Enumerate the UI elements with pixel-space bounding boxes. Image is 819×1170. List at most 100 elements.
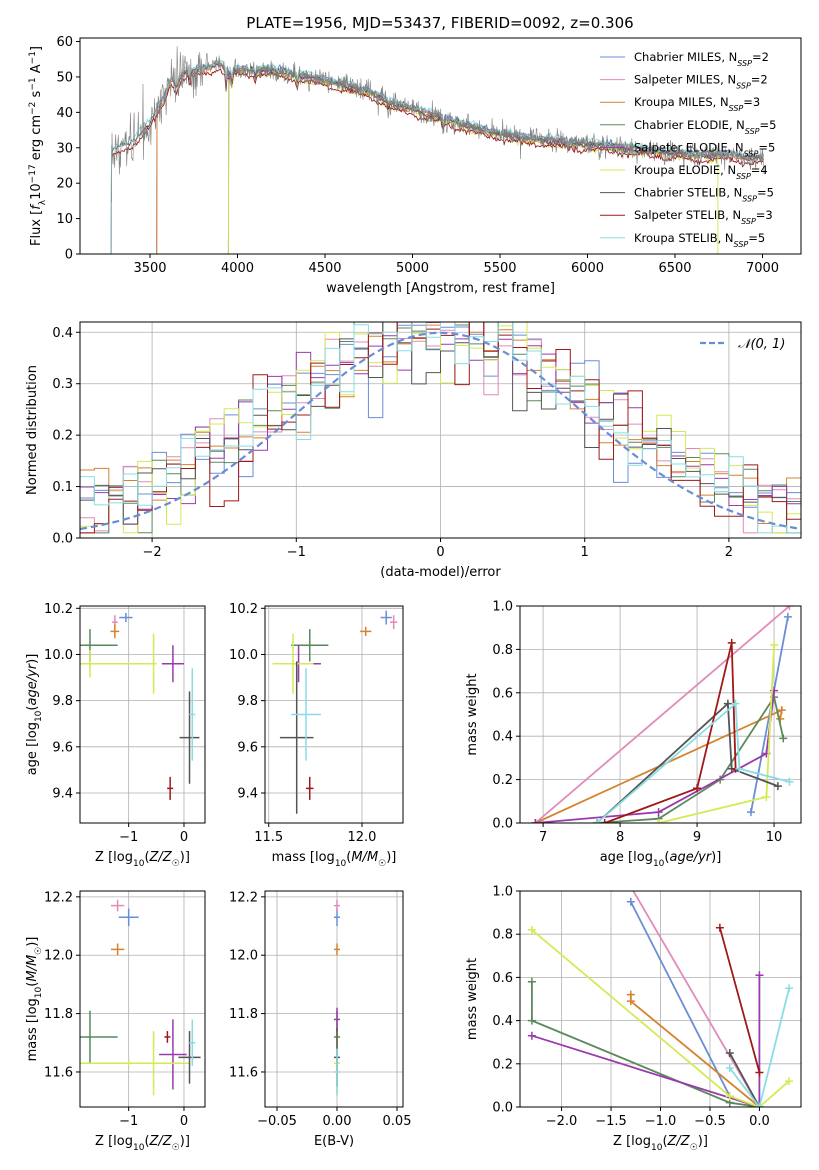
errorbar-point-kroupa_elodie — [272, 633, 314, 694]
x-tick-label: −0.05 — [257, 1114, 297, 1129]
errorbar-point-chabrier_miles — [118, 908, 139, 927]
y-tick-label: 0.2 — [492, 773, 513, 788]
y-axis-label: age [log10(age/yr)] — [25, 654, 44, 776]
x-tick-label: 12.0 — [347, 830, 376, 845]
weight-marker-kroupa_elodie — [654, 819, 663, 823]
weight-marker-salpeter_stelib — [727, 638, 736, 647]
y-tick-label: 9.6 — [52, 740, 73, 755]
y-tick-label: 0.4 — [492, 730, 513, 745]
y-tick-label: 0.4 — [492, 1014, 513, 1029]
axes-frame — [79, 890, 206, 1108]
errorbar-point-chabrier_miles — [380, 610, 392, 625]
errorbar-point-kroupa_miles — [110, 624, 120, 639]
weight-marker-kroupa_stelib — [785, 984, 794, 993]
observed-spectrum-line — [111, 46, 765, 203]
errorbar-point-salpeter_stelib — [306, 776, 314, 800]
x-tick-label: 11.5 — [254, 830, 283, 845]
panel-residual_hist: −2 −1 0 1 2 0.0 0.1 0.2 0.3 0.4 (data-model)/error… — [25, 321, 802, 580]
x-axis-label: E(B-V) — [314, 1134, 354, 1149]
errorbar-point-chabrier_elodie — [80, 1010, 118, 1064]
errorbar-point-salpeter_elodie — [159, 1019, 187, 1090]
plot-area-residual_hist — [80, 322, 801, 534]
x-tick-label: 3500 — [133, 261, 166, 276]
errorbar-point-chabrier_stelib — [179, 691, 200, 784]
x-tick-label: 7000 — [746, 261, 779, 276]
y-tick-label: 10 — [56, 212, 73, 227]
y-axis-label: mass [log10(M/M☉)] — [25, 937, 44, 1062]
legend-label-kroupa_miles: Kroupa MILES, NSSP=3 — [634, 95, 760, 113]
x-tick-label: 0 — [436, 545, 444, 560]
legend-label-kroupa_elodie: Kroupa ELODIE, NSSP=4 — [634, 163, 768, 181]
weight-marker-kroupa_stelib — [725, 1064, 734, 1073]
x-tick-label: 0.0 — [749, 1114, 770, 1129]
y-tick-label: 0.2 — [52, 429, 73, 444]
panel-age_vs_mass: 11.5 12.0 9.4 9.6 9.8 10.0 10.2 mass [log10(M/M… — [229, 602, 404, 869]
axes-frame — [79, 37, 802, 255]
errorbar-point-chabrier_stelib — [279, 661, 314, 814]
legend-label-salpeter_elodie: Salpeter ELODIE, NSSP=5 — [634, 140, 775, 158]
y-tick-label: 12.2 — [44, 890, 73, 905]
weight-marker-chabrier_stelib — [773, 782, 782, 791]
x-axis-label: Z [log10(Z/Z☉)] — [95, 1134, 190, 1153]
x-tick-label: 2 — [725, 545, 733, 560]
y-tick-label: 12.0 — [229, 949, 258, 964]
weight-line-kroupa_elodie — [531, 929, 790, 1107]
y-tick-label: 11.6 — [229, 1065, 258, 1080]
x-axis-label: wavelength [Angstrom, rest frame] — [326, 281, 555, 296]
axes-frame — [79, 605, 206, 824]
errorbar-point-kroupa_stelib — [291, 668, 321, 761]
errorbar-point-kroupa_miles — [110, 943, 125, 956]
weight-marker-chabrier_stelib — [723, 699, 732, 708]
plot-area-spectrum — [110, 46, 765, 254]
weight-marker-salpeter_elodie — [755, 971, 764, 980]
y-tick-label: 11.6 — [44, 1065, 73, 1080]
errorbar-point-kroupa_elodie — [80, 649, 151, 678]
x-tick-label: 0.00 — [323, 1114, 352, 1129]
weight-marker-chabrier_miles — [783, 612, 792, 621]
panel-spectrum: 3500 4000 4500 5000 5500 6000 6500 7000 0 10 20 30 4… — [28, 35, 802, 296]
y-tick-label: 0.0 — [52, 532, 73, 547]
y-tick-label: 30 — [56, 141, 73, 156]
model-line-chabrier_stelib — [110, 63, 764, 254]
plot-area-weight_vs_Z — [527, 891, 794, 1107]
y-tick-label: 11.8 — [44, 1007, 73, 1022]
weight-line-chabrier_miles — [750, 616, 789, 813]
weight-line-chabrier_elodie — [531, 981, 760, 1107]
y-tick-label: 0 — [65, 248, 73, 263]
y-tick-label: 12.2 — [229, 890, 258, 905]
errorbar-point-kroupa_stelib — [334, 1048, 340, 1096]
y-tick-label: 12.0 — [44, 949, 73, 964]
y-tick-label: 0.3 — [52, 377, 73, 392]
panel-weight_vs_age: 7 8 9 10 0.0 0.2 0.4 0.6 0.8 1.0 age [log10(age/yr… — [465, 600, 802, 869]
x-tick-label: −1.0 — [645, 1114, 677, 1129]
errorbar-point-kroupa_elodie — [150, 633, 157, 694]
weight-marker-kroupa_stelib — [731, 699, 740, 708]
x-tick-label: 9 — [693, 830, 701, 845]
weight-marker-kroupa_elodie — [762, 792, 771, 801]
weight-line-kroupa_stelib — [729, 987, 790, 1107]
y-tick-label: 10.2 — [229, 602, 258, 617]
weight-marker-chabrier_miles — [626, 897, 635, 906]
y-tick-label: 1.0 — [492, 600, 513, 615]
legend-label-normal: 𝒩(0, 1) — [738, 337, 785, 352]
x-tick-label: 0 — [180, 830, 188, 845]
y-tick-label: 9.8 — [52, 694, 73, 709]
y-tick-label: 40 — [56, 106, 73, 121]
x-tick-label: 4000 — [221, 261, 254, 276]
weight-marker-kroupa_miles — [777, 706, 786, 715]
x-tick-label: −2.0 — [546, 1114, 578, 1129]
y-tick-label: 20 — [56, 177, 73, 192]
weight-line-chabrier_stelib — [596, 701, 779, 823]
legend-label-chabrier_elodie: Chabrier ELODIE, NSSP=5 — [634, 118, 776, 136]
y-tick-label: 9.4 — [52, 786, 73, 801]
legend-label-salpeter_miles: Salpeter MILES, NSSP=2 — [634, 73, 768, 91]
x-tick-label: −1 — [119, 1114, 138, 1129]
errorbar-point-chabrier_stelib — [178, 1031, 201, 1084]
x-tick-label: −1 — [287, 545, 306, 560]
y-tick-label: 0.1 — [52, 480, 73, 495]
weight-marker-chabrier_stelib — [725, 1049, 734, 1057]
y-tick-label: 50 — [56, 70, 73, 85]
weight-marker-salpeter_miles — [785, 606, 794, 610]
weight-marker-kroupa_elodie — [725, 1092, 734, 1101]
